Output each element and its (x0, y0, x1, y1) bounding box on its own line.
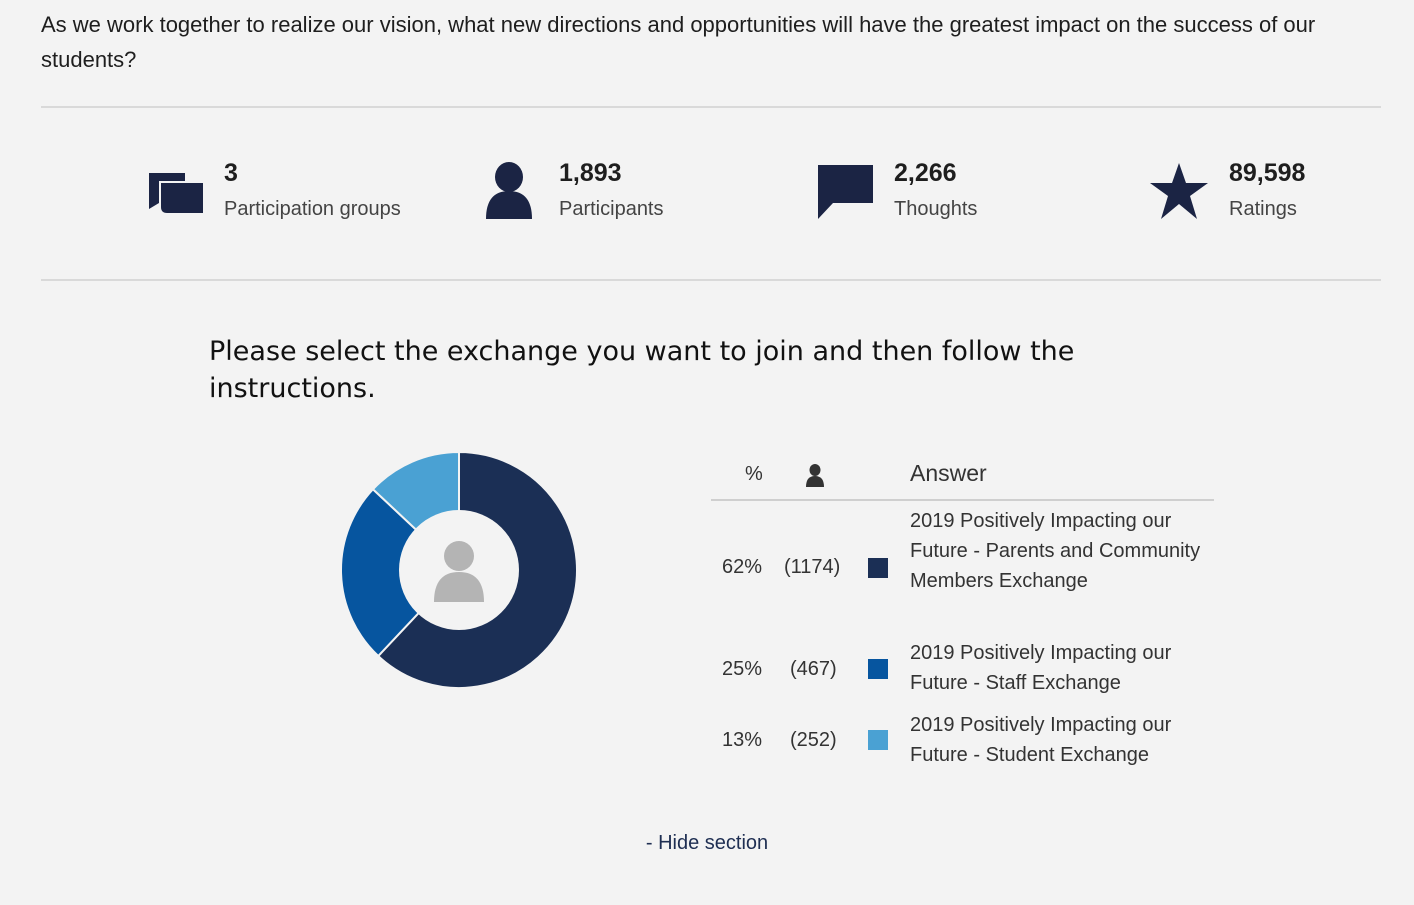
legend-swatch (868, 730, 888, 750)
results-table-header: % Answer (711, 455, 1214, 501)
row-count: (1174) (784, 556, 841, 578)
divider-bottom (41, 279, 1381, 281)
legend-swatch (868, 558, 888, 578)
divider-top (41, 106, 1381, 108)
stat-label: Participation groups (224, 198, 401, 220)
header-answer: Answer (910, 460, 987, 486)
star-icon (1150, 159, 1212, 221)
row-percent: 25% (722, 658, 763, 680)
row-count: (252) (790, 729, 837, 751)
row-answer: 2019 Positively Impacting our Future - S… (910, 714, 1172, 766)
person-icon (434, 541, 484, 602)
table-row: 25% (467) 2019 Positively Impacting our … (711, 638, 1214, 700)
hide-section-link[interactable]: - Hide section (645, 832, 769, 854)
table-row: 62% (1174) 2019 Positively Impacting our… (711, 506, 1214, 630)
chat-bubbles-icon (145, 159, 207, 221)
stat-value: 3 (224, 159, 238, 187)
stat-value: 1,893 (559, 159, 622, 187)
stat-label: Ratings (1229, 198, 1297, 220)
section-subtitle: Please select the exchange you want to j… (209, 336, 1075, 404)
legend-swatch (868, 659, 888, 679)
row-count: (467) (790, 658, 837, 680)
stat-value: 2,266 (894, 159, 957, 187)
stat-label: Participants (559, 198, 664, 220)
donut-chart (330, 441, 588, 699)
table-row: 13% (252) 2019 Positively Impacting our … (711, 710, 1214, 772)
speech-bubble-icon (815, 159, 877, 221)
row-percent: 13% (722, 729, 763, 751)
stat-value: 89,598 (1229, 159, 1306, 187)
question-text: As we work together to realize our visio… (41, 12, 1316, 72)
row-answer: 2019 Positively Impacting our Future - P… (910, 510, 1201, 592)
header-percent: % (745, 463, 763, 485)
stat-label: Thoughts (894, 198, 978, 220)
person-icon (480, 159, 542, 221)
person-icon (805, 463, 825, 487)
row-percent: 62% (722, 556, 763, 578)
row-answer: 2019 Positively Impacting our Future - S… (910, 642, 1172, 694)
